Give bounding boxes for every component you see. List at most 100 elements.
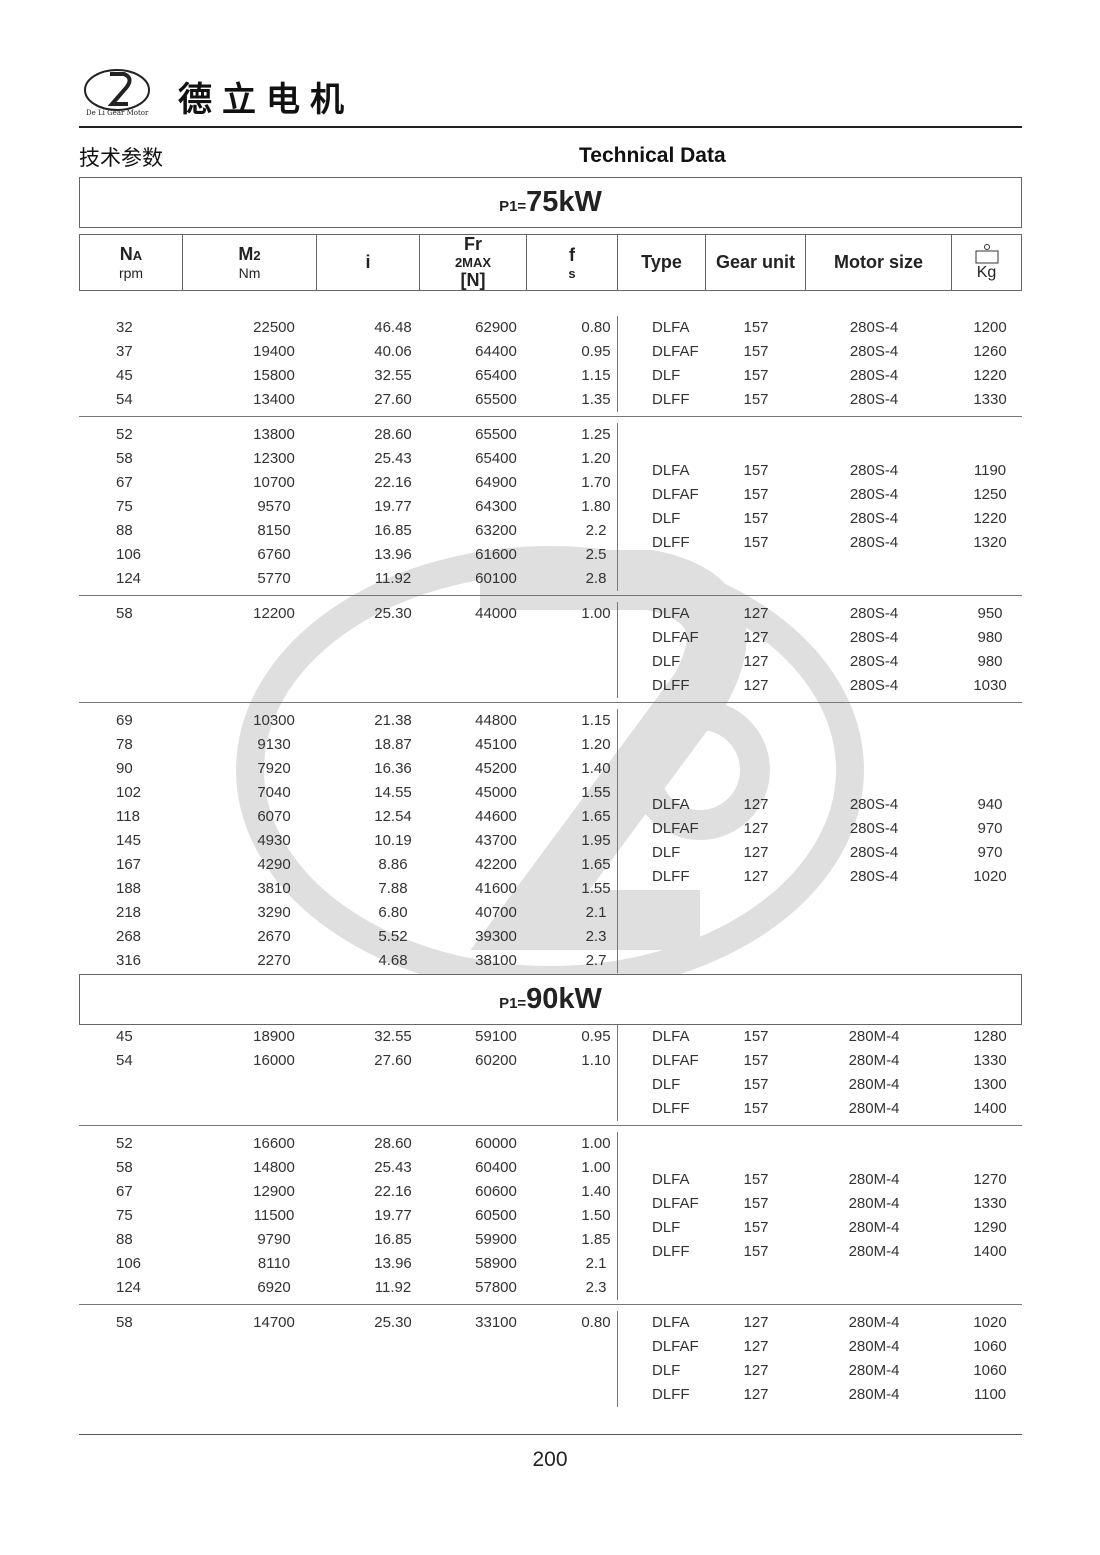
cell-type: DLF [652,653,681,670]
cell-torque: 6760 [257,546,291,563]
cell-type: DLF [652,844,681,861]
cell-gear-unit: 157 [743,1243,769,1260]
cell-torque: 5770 [257,570,291,587]
cell-radial-force: 39300 [475,928,517,945]
cell-speed: 52 [116,426,133,443]
cell-motor-size: 280M-4 [848,1171,900,1188]
cell-radial-force: 38100 [475,952,517,969]
model-options: DLFA 157 280M-4 1280 DLFAF 157 280M-4 1330 DLF 15… [617,1025,1022,1121]
model-row: DLFAF 157 280M-4 1330 [618,1192,1022,1216]
brand-name: 德立电机 [178,80,354,120]
table-row: 167 4290 8.86 42200 1.65 [79,853,617,877]
table-row: 58 12200 25.30 44000 1.00 [79,602,617,626]
cell-motor-size: 280M-4 [848,1195,900,1212]
cell-radial-force: 59900 [475,1231,517,1248]
table-row: 37 19400 40.06 64400 0.95 [79,340,617,364]
cell-service-factor: 2.3 [585,928,607,945]
cell-gear-unit: 157 [743,343,769,360]
cell-speed: 88 [116,522,133,539]
cell-ratio: 32.55 [374,367,412,384]
model-row: DLFAF 157 280M-4 1330 [618,1049,1022,1073]
cell-gear-unit: 157 [743,534,769,551]
cell-service-factor: 2.8 [585,570,607,587]
cell-radial-force: 42200 [475,856,517,873]
cell-speed: 69 [116,712,133,729]
cell-torque: 10700 [253,474,295,491]
col-na-unit: rpm [118,265,144,281]
cell-torque: 15800 [253,367,295,384]
cell-gear-unit: 157 [743,1028,769,1045]
model-row: DLF 157 280M-4 1300 [618,1073,1022,1097]
cell-type: DLFAF [652,1052,699,1069]
cell-speed: 218 [116,904,142,921]
cell-motor-size: 280M-4 [848,1100,900,1117]
cell-motor-size: 280S-4 [849,820,899,837]
cell-service-factor: 1.65 [581,856,611,873]
cell-ratio: 32.55 [374,1028,412,1045]
input-values: 58 12200 25.30 44000 1.00 [79,602,617,698]
cell-gear-unit: 127 [743,1338,769,1355]
cell-torque: 18900 [253,1028,295,1045]
cell-weight: 1100 [973,1386,1007,1403]
cell-service-factor: 1.00 [581,1159,611,1176]
cell-type: DLF [652,1076,681,1093]
model-row: DLFF 157 280M-4 1400 [618,1240,1022,1264]
power-prefix: P1= [499,198,527,215]
cell-ratio: 5.52 [378,928,408,945]
title-english: Technical Data [579,144,726,167]
cell-gear-unit: 127 [743,653,769,670]
table-row: 106 8110 13.96 58900 2.1 [79,1252,617,1276]
cell-radial-force: 57800 [475,1279,517,1296]
cell-ratio: 27.60 [374,1052,412,1069]
model-row: DLFF 157 280S-4 1330 [618,388,1022,412]
cell-torque: 3290 [257,904,291,921]
cell-ratio: 11.92 [374,570,412,587]
model-row: DLFF 127 280M-4 1100 [618,1383,1022,1407]
cell-weight: 1330 [973,1052,1007,1069]
cell-service-factor: 1.10 [581,1052,611,1069]
cell-ratio: 19.77 [374,498,412,515]
cell-speed: 67 [116,474,133,491]
cell-weight: 1250 [973,486,1007,503]
cell-weight: 1400 [973,1100,1007,1117]
cell-speed: 32 [116,319,133,336]
cell-radial-force: 61600 [475,546,517,563]
cell-type: DLFF [652,1386,690,1403]
cell-gear-unit: 127 [743,1314,769,1331]
input-values: 32 22500 46.48 62900 0.80 37 19400 40.06 64400 0.… [79,316,617,412]
cell-weight: 1220 [973,510,1007,527]
cell-speed: 78 [116,736,133,753]
cell-ratio: 28.60 [374,426,412,443]
cell-weight: 1030 [973,677,1007,694]
table-row: 218 3290 6.80 40700 2.1 [79,901,617,925]
model-options: DLFA 127 280S-4 950 DLFAF 127 280S-4 980 DLF 127 2… [617,602,1022,698]
cell-gear-unit: 127 [743,629,769,646]
model-options: DLFA 127 280S-4 940 DLFAF 127 280S-4 970 DLF 127 2… [617,709,1022,973]
cell-ratio: 18.87 [374,736,412,753]
cell-speed: 54 [116,391,133,408]
model-options: DLFA 157 280M-4 1270 DLFAF 157 280M-4 1330 DLF 15… [617,1132,1022,1300]
table-row: 90 7920 16.36 45200 1.40 [79,757,617,781]
cell-torque: 13400 [253,391,295,408]
cell-weight: 1330 [973,391,1007,408]
cell-torque: 4290 [257,856,291,873]
cell-service-factor: 1.15 [581,712,611,729]
table-row: 32 22500 46.48 62900 0.80 [79,316,617,340]
cell-gear-unit: 157 [743,1076,769,1093]
cell-ratio: 11.92 [374,1279,412,1296]
cell-type: DLFA [652,319,690,336]
cell-type: DLFA [652,1314,690,1331]
cell-torque: 9790 [257,1231,291,1248]
table-group: 58 12200 25.30 44000 1.00 DLFA 127 280S-4 950 DLF… [79,602,1022,703]
cell-motor-size: 280S-4 [849,868,899,885]
cell-service-factor: 1.50 [581,1207,611,1224]
cell-service-factor: 1.80 [581,498,611,515]
cell-ratio: 8.86 [378,856,408,873]
model-row: DLF 127 280S-4 980 [618,650,1022,674]
cell-service-factor: 2.5 [585,546,607,563]
cell-ratio: 22.16 [374,474,412,491]
cell-torque: 8150 [257,522,291,539]
cell-speed: 106 [116,1255,142,1272]
cell-radial-force: 45100 [475,736,517,753]
cell-type: DLF [652,1219,681,1236]
